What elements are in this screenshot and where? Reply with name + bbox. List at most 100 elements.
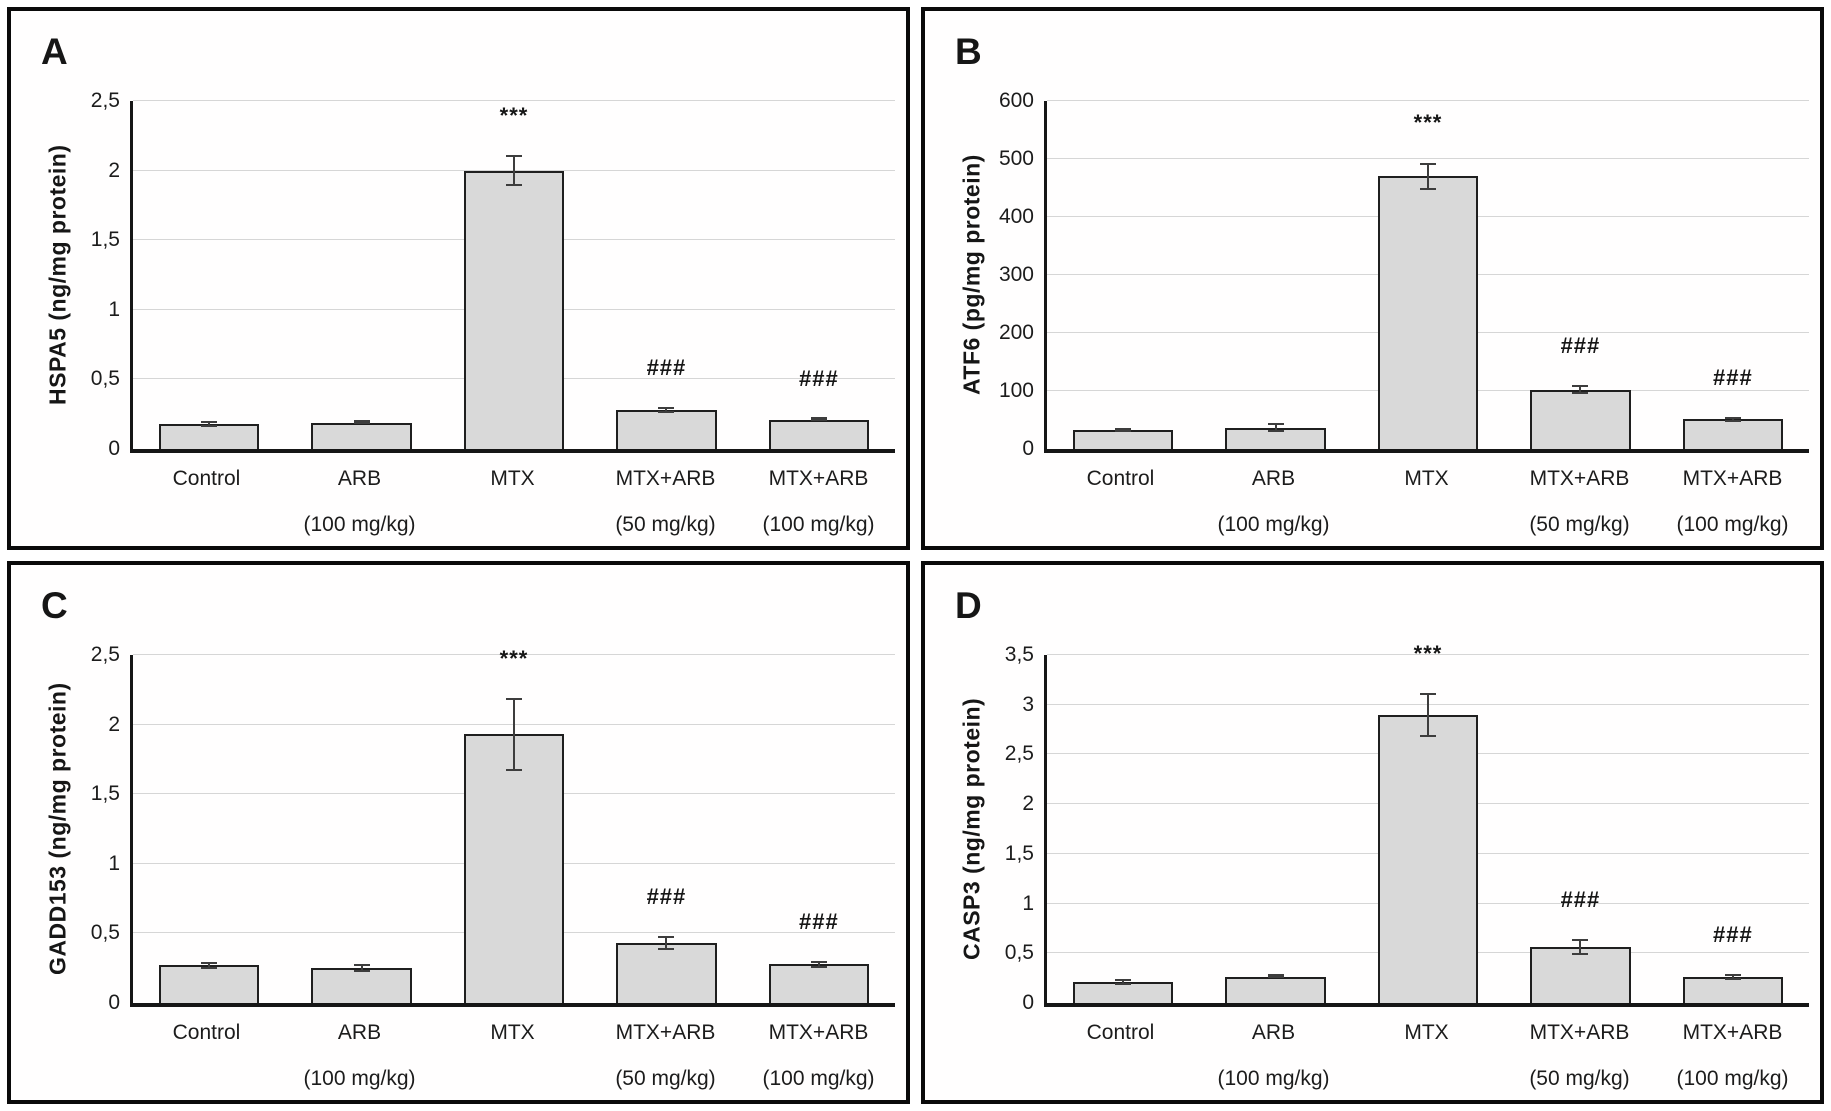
bar-slot <box>1199 101 1351 449</box>
x-category-dose: (50 mg/kg) <box>1529 1067 1630 1090</box>
significance-annotation: ### <box>1712 364 1753 390</box>
y-tick-label: 0,5 <box>90 921 120 945</box>
bar <box>768 964 870 1003</box>
x-category-dose: (100 mg/kg) <box>1676 1067 1789 1090</box>
y-tick-label: 1 <box>108 851 120 875</box>
bar <box>311 422 412 449</box>
bar-series: *** ### ### <box>1047 101 1809 449</box>
x-category-dose: (100 mg/kg) <box>303 1067 416 1090</box>
x-category-name: ARB <box>337 1021 382 1044</box>
panel-c-x-axis-labels: Control ARB (100 mg/kg) MTX MTX+ARB (50 mg/kg… <box>130 1021 895 1091</box>
bar <box>1377 714 1479 1003</box>
y-tick-label: 2,5 <box>1004 742 1034 766</box>
bar-slot: ### <box>743 101 895 449</box>
x-category-dose <box>1044 1067 1197 1091</box>
significance-annotation: *** <box>499 646 529 672</box>
significance-annotation: *** <box>1413 110 1443 136</box>
significance-annotation: ### <box>1560 333 1601 359</box>
y-tick-label: 600 <box>998 89 1034 112</box>
x-category-name: MTX+ARB <box>615 1021 716 1044</box>
x-category-dose <box>130 1067 283 1091</box>
panel-c-letter: C <box>41 585 68 626</box>
x-category-dose: (100 mg/kg) <box>303 513 416 536</box>
x-category-dose <box>1350 1067 1503 1091</box>
y-tick-label: 2 <box>1022 792 1034 816</box>
y-tick-label: 1,5 <box>90 228 120 252</box>
y-tick-label: 300 <box>998 263 1034 286</box>
x-category-name: Control <box>1086 1021 1155 1044</box>
x-category-label: MTX+ARB (100 mg/kg) <box>742 1021 895 1091</box>
x-category-label: MTX+ARB (50 mg/kg) <box>1503 1021 1656 1091</box>
y-tick-label: 200 <box>998 321 1034 345</box>
x-category-name: MTX <box>490 467 535 490</box>
x-category-name: ARB <box>1251 1021 1296 1044</box>
x-category-label: Control <box>130 1021 283 1091</box>
y-tick-label: 1 <box>1022 891 1034 915</box>
bar <box>1072 982 1174 1003</box>
x-category-dose: (50 mg/kg) <box>615 1067 716 1090</box>
bar-slot: ### <box>1657 101 1809 449</box>
error-bar <box>506 698 523 771</box>
x-category-dose <box>1350 513 1503 537</box>
x-category-name: ARB <box>337 467 382 490</box>
x-category-name: MTX <box>490 1021 535 1044</box>
panel-b: B ATF6 (pg/mg protein) 0 100 200 300 400 500 6… <box>921 7 1824 550</box>
x-category-label: Control <box>1044 467 1197 537</box>
x-category-label: ARB (100 mg/kg) <box>1197 467 1350 537</box>
error-bar <box>1572 385 1589 395</box>
bar <box>1682 419 1784 449</box>
y-tick-label: 0 <box>1022 991 1034 1014</box>
bar <box>1682 977 1784 1003</box>
bar <box>616 410 717 449</box>
gridline <box>133 654 895 655</box>
y-tick-label: 2 <box>108 712 120 736</box>
x-category-dose <box>436 513 589 537</box>
bar-slot: ### <box>1504 101 1656 449</box>
x-category-dose: (100 mg/kg) <box>1217 513 1330 536</box>
y-tick-label: 0,5 <box>90 367 120 391</box>
x-category-label: Control <box>1044 1021 1197 1091</box>
y-tick-label: 1,5 <box>90 782 120 806</box>
bar-slot: ### <box>590 101 742 449</box>
bar-slot: *** <box>438 648 590 1003</box>
error-bar <box>1572 939 1589 956</box>
x-category-name: MTX+ARB <box>1682 1021 1783 1044</box>
bar-slot: ### <box>743 655 895 1003</box>
x-category-label: MTX <box>436 467 589 537</box>
x-category-name: MTX+ARB <box>1529 467 1630 490</box>
error-bar <box>1267 422 1284 433</box>
error-bar <box>658 407 675 413</box>
x-category-label: ARB (100 mg/kg) <box>283 1021 436 1091</box>
y-tick-label: 400 <box>998 205 1034 229</box>
x-category-name: MTX+ARB <box>1529 1021 1630 1044</box>
panel-a: A HSPA5 (ng/mg protein) 0 0,5 1 1,5 2 2,5 *** #… <box>7 7 910 550</box>
y-tick-label: 3,5 <box>1004 643 1034 666</box>
x-category-dose <box>436 1067 589 1091</box>
bar-series: *** ### ### <box>1047 642 1809 1003</box>
bar-slot <box>1047 655 1199 1003</box>
y-tick-label: 1 <box>108 297 120 321</box>
significance-annotation: ### <box>646 355 687 381</box>
bar-slot <box>133 101 285 449</box>
error-bar <box>1724 416 1741 423</box>
x-category-name: MTX <box>1404 1021 1449 1044</box>
x-category-label: MTX <box>436 1021 589 1091</box>
x-category-name: Control <box>1086 467 1155 490</box>
bar-slot <box>1199 655 1351 1003</box>
x-category-label: MTX+ARB (100 mg/kg) <box>1656 1021 1809 1091</box>
panel-d-x-axis-labels: Control ARB (100 mg/kg) MTX MTX+ARB (50 mg/kg… <box>1044 1021 1809 1091</box>
error-bar <box>353 964 370 973</box>
significance-annotation: ### <box>798 908 839 934</box>
panel-b-plot-area: 0 100 200 300 400 500 600 *** ### ### <box>999 90 1809 460</box>
panel-a-x-axis-labels: Control ARB (100 mg/kg) MTX MTX+ARB (50 mg/kg… <box>130 467 895 537</box>
bar-slot <box>1047 101 1199 449</box>
y-tick-label: 500 <box>998 147 1034 170</box>
x-category-dose: (50 mg/kg) <box>1529 513 1630 536</box>
x-category-label: ARB (100 mg/kg) <box>283 467 436 537</box>
bar-series: *** ### ### <box>133 648 895 1003</box>
x-category-name: ARB <box>1251 467 1296 490</box>
bar <box>1072 430 1174 449</box>
x-category-dose: (100 mg/kg) <box>1676 513 1789 536</box>
x-category-label: MTX+ARB (50 mg/kg) <box>1503 467 1656 537</box>
x-category-dose: (100 mg/kg) <box>1217 1067 1330 1090</box>
